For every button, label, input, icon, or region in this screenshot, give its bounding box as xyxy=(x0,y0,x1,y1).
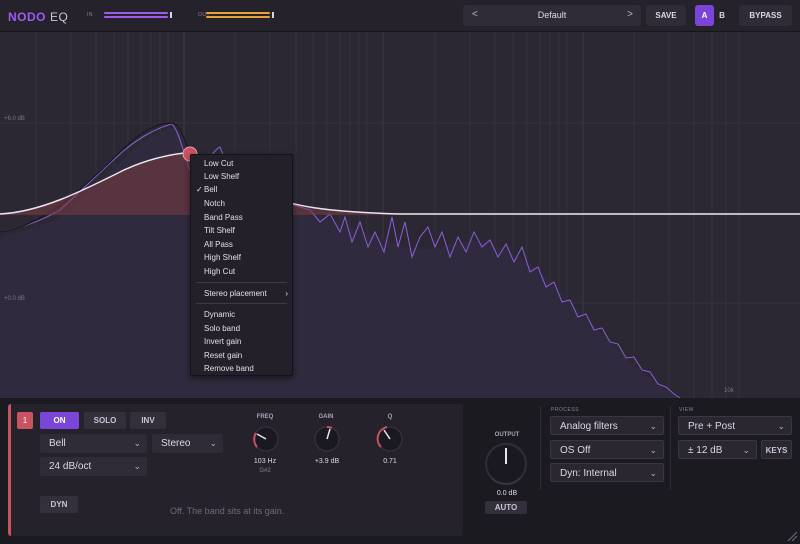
gain-value[interactable]: +3.9 dB xyxy=(314,458,340,465)
chevron-down-icon: ⌄ xyxy=(133,461,141,471)
gain-knob[interactable] xyxy=(312,424,342,454)
ab-b-button[interactable]: B xyxy=(719,11,725,20)
logo: NODO EQ xyxy=(8,10,68,24)
analyzer-mode-dropdown[interactable]: Pre + Post ⌄ xyxy=(678,416,792,435)
freq-knob[interactable] xyxy=(251,424,281,454)
menu-separator xyxy=(196,303,287,304)
menu-item-band-pass[interactable]: Band Pass xyxy=(204,213,243,222)
band-number-badge[interactable]: 1 xyxy=(17,412,33,429)
menu-item-tilt-shelf[interactable]: Tilt Shelf xyxy=(204,226,235,235)
q-value[interactable]: 0.71 xyxy=(383,458,397,465)
chevron-down-icon: ⌄ xyxy=(649,468,657,478)
band-editor: 1 ON SOLO INV Bell ⌄ Stereo ⌄ 24 dB/oct ⌄ D… xyxy=(8,404,463,536)
menu-item-all-pass[interactable]: All Pass xyxy=(204,240,233,249)
output-knob[interactable] xyxy=(484,442,528,486)
logo-secondary: EQ xyxy=(50,10,69,24)
menu-item-high-cut[interactable]: High Cut xyxy=(204,267,236,276)
ab-a-button[interactable]: A xyxy=(695,5,714,26)
dynamics-source-dropdown[interactable]: Dyn: Internal ⌄ xyxy=(550,463,664,482)
save-button[interactable]: SAVE xyxy=(646,5,686,26)
oversampling-dropdown[interactable]: OS Off ⌄ xyxy=(550,440,664,459)
menu-item-invert-gain[interactable]: Invert gain xyxy=(204,337,242,346)
chevron-down-icon: ⌄ xyxy=(777,421,785,431)
preset-name[interactable]: Default xyxy=(537,10,567,20)
preset-selector[interactable]: < Default > xyxy=(463,5,641,26)
chevron-down-icon: ⌄ xyxy=(133,438,141,448)
freq-knob-label: FREQ xyxy=(256,414,274,420)
auto-gain-button[interactable]: AUTO xyxy=(485,501,527,514)
menu-item-reset-gain[interactable]: Reset gain xyxy=(204,351,243,360)
output-value[interactable]: 0.0 dB xyxy=(496,490,518,497)
menu-item-notch[interactable]: Notch xyxy=(204,199,225,208)
band-on-button[interactable]: ON xyxy=(40,412,79,429)
view-label: VIEW xyxy=(679,407,694,413)
menu-item-high-shelf[interactable]: High Shelf xyxy=(204,253,241,262)
menu-item-solo-band[interactable]: Solo band xyxy=(204,324,241,333)
output-meter-label: OUT xyxy=(198,12,211,18)
keys-button[interactable]: KEYS xyxy=(761,440,792,459)
menu-item-bell[interactable]: ✓ Bell xyxy=(196,185,218,194)
band-color-stripe xyxy=(8,404,11,536)
q-knob-label: Q xyxy=(387,414,393,420)
menu-item-dynamic[interactable]: Dynamic xyxy=(204,310,236,319)
db-label-mid: +0.0 dB xyxy=(4,296,25,302)
filter-type-menu: Low Cut Low Shelf ✓ Bell Notch Band Pass … xyxy=(190,154,293,376)
section-divider xyxy=(540,406,541,490)
logo-primary: NODO xyxy=(8,10,46,24)
eq-graph[interactable]: +6.0 dB +0.0 dB 10k xyxy=(0,32,800,398)
freq-note: G#2 xyxy=(259,468,271,474)
freq-value[interactable]: 103 Hz xyxy=(253,458,277,465)
checkmark-icon: ✓ xyxy=(196,185,203,194)
chevron-down-icon: ⌄ xyxy=(209,438,217,448)
dynamic-hint-text: Off. The band sits at its gain. xyxy=(170,506,285,516)
display-range-dropdown[interactable]: ± 12 dB ⌄ xyxy=(678,440,757,459)
db-label-top: +6.0 dB xyxy=(4,116,25,122)
gain-knob-label: GAIN xyxy=(318,414,334,420)
q-knob[interactable] xyxy=(375,424,405,454)
band-solo-button[interactable]: SOLO xyxy=(84,412,126,429)
preset-next-button[interactable]: > xyxy=(627,9,633,20)
freq-label-10k: 10k xyxy=(724,388,734,394)
preset-prev-button[interactable]: < xyxy=(472,9,478,20)
input-meter xyxy=(104,12,172,18)
input-meter-label: IN xyxy=(87,12,93,18)
stereo-mode-dropdown[interactable]: Stereo ⌄ xyxy=(152,434,223,453)
menu-separator xyxy=(196,282,287,283)
resize-grip-icon[interactable] xyxy=(786,530,798,542)
chevron-down-icon: ⌄ xyxy=(742,445,750,455)
menu-item-remove-band[interactable]: Remove band xyxy=(204,364,254,373)
section-divider xyxy=(670,406,671,490)
chevron-down-icon: ⌄ xyxy=(649,445,657,455)
bypass-button[interactable]: BYPASS xyxy=(739,5,792,26)
menu-item-low-cut[interactable]: Low Cut xyxy=(204,159,234,168)
chevron-down-icon: ⌄ xyxy=(649,421,657,431)
slope-dropdown[interactable]: 24 dB/oct ⌄ xyxy=(40,457,147,476)
menu-item-low-shelf[interactable]: Low Shelf xyxy=(204,172,240,181)
dynamic-button[interactable]: DYN xyxy=(40,496,78,513)
band-invert-button[interactable]: INV xyxy=(130,412,166,429)
filter-type-dropdown[interactable]: Bell ⌄ xyxy=(40,434,147,453)
filter-mode-dropdown[interactable]: Analog filters ⌄ xyxy=(550,416,664,435)
process-label: PROCESS xyxy=(551,407,579,413)
menu-item-stereo-placement[interactable]: Stereo placement › xyxy=(204,289,288,298)
submenu-arrow-icon: › xyxy=(285,289,288,298)
control-panel: 1 ON SOLO INV Bell ⌄ Stereo ⌄ 24 dB/oct ⌄ D… xyxy=(0,398,800,544)
output-label: OUTPUT xyxy=(494,432,520,438)
output-meter xyxy=(206,12,274,18)
eq-curve-canvas[interactable] xyxy=(0,32,800,398)
header-bar: NODO EQ IN OUT < Default > SAVE A B BYPAS… xyxy=(0,0,800,32)
